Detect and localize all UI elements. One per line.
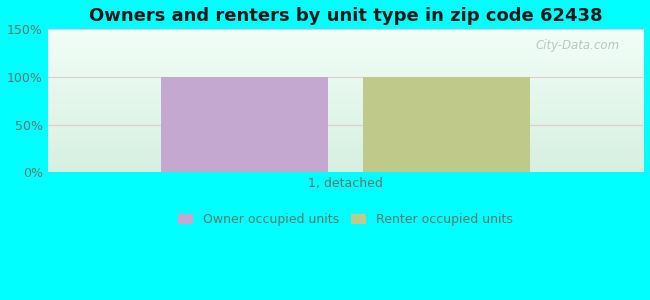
Text: City-Data.com: City-Data.com: [535, 39, 619, 52]
Legend: Owner occupied units, Renter occupied units: Owner occupied units, Renter occupied un…: [177, 213, 513, 226]
Bar: [161, 77, 328, 172]
Title: Owners and renters by unit type in zip code 62438: Owners and renters by unit type in zip c…: [88, 7, 602, 25]
Bar: [363, 77, 530, 172]
